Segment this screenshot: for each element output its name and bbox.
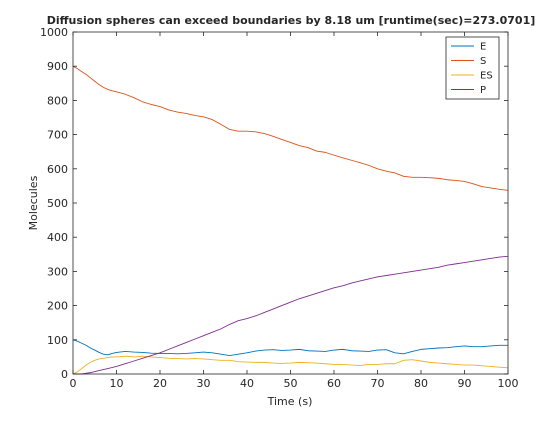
y-tick-label: 0 xyxy=(61,368,68,381)
x-tick-label: 50 xyxy=(284,377,298,390)
chart-title: Diffusion spheres can exceed boundaries … xyxy=(47,14,536,27)
x-tick-label: 60 xyxy=(327,377,341,390)
legend-entry: S xyxy=(480,56,486,67)
series-line-p xyxy=(73,255,509,375)
legend-entry: ES xyxy=(480,71,493,82)
x-tick-label: 30 xyxy=(197,377,211,390)
legend: ES ES P xyxy=(445,36,500,100)
y-tick-label: 800 xyxy=(47,94,68,107)
legend-entry: P xyxy=(480,85,486,96)
x-axis-label: Time (s) xyxy=(267,395,313,408)
x-tick-label: 100 xyxy=(498,377,519,390)
y-tick-label: 400 xyxy=(47,231,68,244)
x-tick-label: 40 xyxy=(240,377,254,390)
x-tick-label: 70 xyxy=(371,377,385,390)
y-tick-label: 700 xyxy=(47,129,68,142)
x-tick-label: 20 xyxy=(153,377,167,390)
y-tick-label: 1000 xyxy=(40,26,68,39)
y-tick-label: 300 xyxy=(47,265,68,278)
y-tick-label: 100 xyxy=(47,334,68,347)
y-tick-label: 200 xyxy=(47,300,68,313)
x-tick-label: 10 xyxy=(110,377,124,390)
axes-layer: 0 10 20 30 40 50 60 70 80 90 100010020030040050060… xyxy=(40,26,519,390)
x-tick-label: 0 xyxy=(70,377,77,390)
y-tick-label: 900 xyxy=(47,60,68,73)
y-tick-label: 500 xyxy=(47,197,68,210)
legend-entry: E xyxy=(480,42,486,53)
series-line-e xyxy=(72,339,508,356)
y-tick-label: 600 xyxy=(47,163,68,176)
y-axis-label: Molecules xyxy=(27,175,40,230)
x-tick-label: 80 xyxy=(414,377,428,390)
series-layer xyxy=(72,65,509,375)
series-line-s xyxy=(72,65,509,191)
x-tick-label: 90 xyxy=(458,377,472,390)
plot-area xyxy=(73,32,508,374)
legend-box xyxy=(445,36,500,100)
series-line-es xyxy=(72,355,509,375)
